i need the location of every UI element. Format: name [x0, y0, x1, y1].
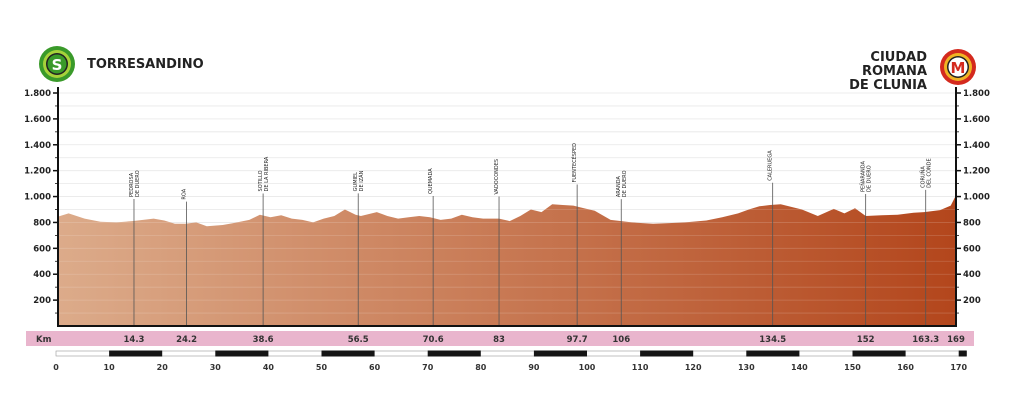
- waypoint-km-label: 97.7: [567, 335, 588, 345]
- waypoint-km-labels: 14.3 24.2 38.6 56.5 70.6 83 97.7 106 134.5 152 163…: [123, 335, 964, 345]
- waypoint-km-label: 163.3: [912, 335, 939, 345]
- waypoint-subname: DE DUERO: [135, 170, 141, 197]
- waypoint-name: ROA: [182, 188, 188, 199]
- waypoint-km-label: 70.6: [423, 335, 444, 345]
- waypoint-km-label: 24.2: [176, 335, 197, 345]
- svg-text:M: M: [951, 59, 966, 77]
- y-tick-label-left: 1.200: [24, 167, 51, 177]
- svg-text:S: S: [52, 56, 63, 74]
- waypoint-name: ARANDA: [616, 176, 622, 198]
- scale-bar-segment: [746, 350, 800, 357]
- waypoint-name: PEDROSA: [129, 172, 135, 197]
- scale-tick-label: 30: [210, 363, 222, 372]
- finish-town-name-line-2: ROMANA: [862, 64, 927, 79]
- finish-town-name-line-1: CIUDAD: [870, 50, 927, 65]
- waypoint-subname: DE DUERO: [622, 170, 628, 197]
- y-tick-label-left: 600: [33, 244, 51, 254]
- y-tick-label-right: 1.800: [963, 89, 990, 99]
- start-town-name: TORRESANDINO: [87, 57, 204, 72]
- scale-tick-label: 140: [791, 363, 808, 372]
- waypoint-name: FUENTECÉSPED: [570, 143, 578, 183]
- y-tick-label-right: 1.000: [963, 193, 990, 203]
- y-tick-label-right: 1.400: [963, 141, 990, 151]
- y-tick-label-right: 800: [963, 218, 981, 228]
- waypoint-km-label: 83: [493, 335, 505, 345]
- scale-bar-track: [55, 350, 967, 357]
- elevation-profile-area: [58, 195, 956, 326]
- scale-tick-label: 70: [422, 363, 434, 372]
- waypoint-name: QUEMADA: [428, 168, 434, 194]
- scale-bar-segment: [852, 350, 906, 357]
- scale-tick-label: 0: [53, 363, 59, 372]
- km-band: [26, 331, 974, 346]
- waypoint-subname: DE LA RIBERA: [264, 156, 270, 191]
- scale-tick-label: 110: [632, 363, 649, 372]
- waypoint-km-label: 106: [612, 335, 630, 345]
- waypoint-name: GUMIEL: [353, 172, 359, 191]
- waypoint-km-label: 14.3: [123, 335, 144, 345]
- gridlines-over-profile: [58, 92, 956, 314]
- waypoint-name: PEÑARANDA: [860, 160, 867, 192]
- scale-bar-segment: [640, 350, 694, 357]
- distance-scale-bar: 0 10 20 30 40 50 60 70 80 90 100 110 120 130 140 150 160…: [53, 350, 967, 372]
- scale-bar-segment: [533, 350, 587, 357]
- finish-badge-icon: M: [940, 49, 976, 85]
- scale-tick-label: 170: [950, 363, 967, 372]
- scale-tick-label: 10: [104, 363, 116, 372]
- y-tick-label-right: 1.200: [963, 167, 990, 177]
- y-tick-label-right: 1.600: [963, 115, 990, 125]
- waypoint-subname: DEL CONDE: [927, 158, 933, 188]
- scale-tick-label: 120: [685, 363, 702, 372]
- scale-bar-segment: [109, 350, 163, 357]
- y-tick-label-left: 1.800: [24, 89, 51, 99]
- scale-tick-label: 160: [897, 363, 914, 372]
- waypoint-subname: DE IZÁN: [358, 170, 365, 191]
- y-tick-label-right: 200: [963, 296, 981, 306]
- scale-tick-label: 60: [369, 363, 381, 372]
- y-tick-label-left: 400: [33, 270, 51, 280]
- scale-tick-label: 80: [475, 363, 487, 372]
- waypoint-name: SOTILLO: [258, 170, 264, 191]
- scale-tick-label: 150: [844, 363, 861, 372]
- waypoint-name: CORUÑA: [920, 166, 927, 188]
- finish-town-name-line-3: DE CLUNIA: [849, 78, 927, 93]
- axes: 200 200 400 400 600 600 800 800 1.000 1.000 1.200 1…: [24, 87, 990, 327]
- waypoint-km-label: 169: [947, 335, 965, 345]
- waypoint-km-label: 152: [857, 335, 875, 345]
- scale-tick-label: 130: [738, 363, 755, 372]
- scale-tick-label: 100: [579, 363, 596, 372]
- scale-bar-segment: [958, 350, 967, 357]
- scale-bar-segment: [321, 350, 375, 357]
- scale-bar-segment: [427, 350, 481, 357]
- waypoint-subname: DE DUERO: [867, 165, 873, 192]
- y-tick-label-left: 1.400: [24, 141, 51, 151]
- waypoint-km-label: 56.5: [348, 335, 369, 345]
- start-badge-icon: S: [39, 46, 75, 82]
- scale-tick-label: 90: [528, 363, 540, 372]
- scale-tick-label: 40: [263, 363, 275, 372]
- y-tick-label-right: 400: [963, 270, 981, 280]
- scale-tick-label: 20: [157, 363, 169, 372]
- waypoint-km-label: 134.5: [759, 335, 786, 345]
- y-tick-label-left: 200: [33, 296, 51, 306]
- km-band-label: Km: [36, 335, 52, 345]
- y-tick-label-left: 800: [33, 218, 51, 228]
- waypoint-name: VADOCONDES: [494, 159, 500, 195]
- scale-bar-segment: [215, 350, 269, 357]
- y-tick-label-left: 1.600: [24, 115, 51, 125]
- scale-tick-label: 50: [316, 363, 328, 372]
- waypoint-name: CALERUEGA: [768, 150, 774, 181]
- y-tick-label-left: 1.000: [24, 193, 51, 203]
- y-tick-label-right: 600: [963, 244, 981, 254]
- waypoint-km-label: 38.6: [253, 335, 274, 345]
